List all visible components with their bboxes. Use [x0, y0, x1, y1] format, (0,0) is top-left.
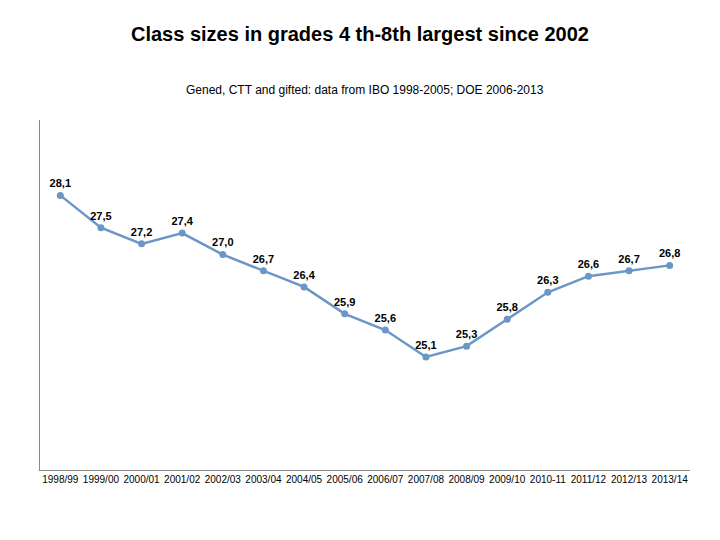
- svg-text:2010-11: 2010-11: [530, 474, 566, 485]
- svg-text:2008/09: 2008/09: [448, 474, 485, 485]
- svg-text:2007/08: 2007/08: [408, 474, 445, 485]
- svg-text:26,4: 26,4: [293, 269, 315, 281]
- svg-text:2005/06: 2005/06: [327, 474, 364, 485]
- svg-text:25,3: 25,3: [456, 328, 477, 340]
- svg-text:26,7: 26,7: [618, 253, 639, 265]
- svg-text:25,9: 25,9: [334, 296, 355, 308]
- svg-text:2002/03: 2002/03: [205, 474, 242, 485]
- svg-text:1999/00: 1999/00: [83, 474, 120, 485]
- svg-text:2003/04: 2003/04: [245, 474, 282, 485]
- svg-text:25,8: 25,8: [496, 301, 517, 313]
- svg-text:Gened, CTT and gifted: data fr: Gened, CTT and gifted: data from IBO 199…: [186, 83, 544, 97]
- svg-text:2000/01: 2000/01: [123, 474, 160, 485]
- svg-text:27,4: 27,4: [171, 215, 193, 227]
- svg-text:27,2: 27,2: [131, 226, 152, 238]
- svg-text:2004/05: 2004/05: [286, 474, 323, 485]
- svg-text:2013/14: 2013/14: [652, 474, 689, 485]
- svg-text:26,8: 26,8: [659, 247, 680, 259]
- svg-text:28,1: 28,1: [50, 177, 71, 189]
- svg-text:2011/12: 2011/12: [571, 474, 607, 485]
- svg-text:2001/02: 2001/02: [164, 474, 201, 485]
- svg-text:2012/13: 2012/13: [611, 474, 648, 485]
- svg-text:26,3: 26,3: [537, 274, 558, 286]
- svg-text:25,6: 25,6: [375, 312, 396, 324]
- svg-text:Class sizes in grades 4 th-8th: Class sizes in grades 4 th-8th largest s…: [131, 23, 589, 45]
- svg-text:25,1: 25,1: [415, 339, 436, 351]
- svg-text:2006/07: 2006/07: [367, 474, 404, 485]
- svg-text:26,6: 26,6: [578, 258, 599, 270]
- svg-text:27,5: 27,5: [90, 210, 111, 222]
- svg-text:26,7: 26,7: [253, 253, 274, 265]
- svg-text:2009/10: 2009/10: [489, 474, 526, 485]
- svg-text:27,0: 27,0: [212, 236, 233, 248]
- svg-text:1998/99: 1998/99: [42, 474, 79, 485]
